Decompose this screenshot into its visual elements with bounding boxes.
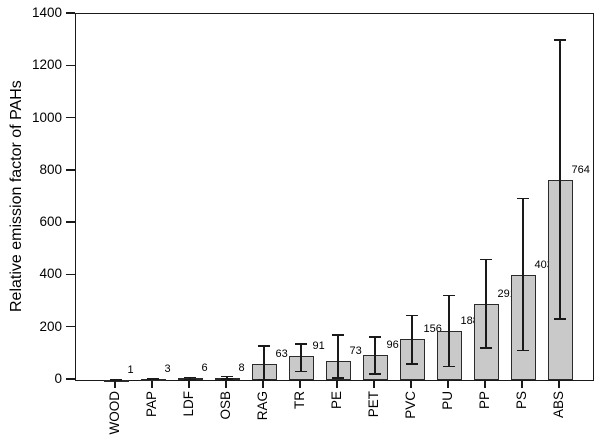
error-bar bbox=[559, 40, 561, 319]
y-tick bbox=[66, 169, 75, 171]
error-bar-cap bbox=[258, 345, 270, 347]
error-bar bbox=[337, 334, 339, 378]
x-tick-label-tr: TR bbox=[292, 391, 307, 409]
error-bar bbox=[189, 377, 191, 380]
x-tick-label-osb: OSB bbox=[218, 391, 233, 420]
error-bar-cap bbox=[332, 334, 344, 336]
y-tick-label: 1200 bbox=[31, 57, 62, 73]
error-bar-cap bbox=[295, 343, 307, 345]
x-tick bbox=[484, 380, 486, 388]
error-bar-cap bbox=[517, 349, 529, 352]
error-bar-cap bbox=[258, 379, 270, 381]
x-tick-label-wood: WOOD bbox=[107, 391, 122, 435]
bar-value-label: 6 bbox=[201, 362, 208, 375]
error-bar-cap bbox=[110, 379, 122, 381]
error-bar-cap bbox=[221, 375, 233, 378]
y-tick bbox=[66, 221, 75, 223]
error-bar bbox=[300, 344, 302, 372]
error-bar-cap bbox=[332, 377, 344, 379]
bar-value-label: 63 bbox=[275, 347, 288, 360]
x-tick bbox=[114, 380, 116, 388]
y-tick-label: 1000 bbox=[31, 109, 62, 125]
bar-abs bbox=[547, 180, 573, 380]
error-bar-cap bbox=[184, 378, 196, 381]
x-tick bbox=[373, 380, 375, 388]
error-bar-cap bbox=[517, 197, 529, 200]
error-bar-cap bbox=[443, 294, 455, 297]
error-bar bbox=[374, 336, 376, 375]
x-tick-label-pap: PAP bbox=[144, 391, 159, 418]
error-bar bbox=[263, 346, 265, 380]
bar-value-label: 8 bbox=[238, 361, 245, 374]
y-tick bbox=[66, 325, 75, 328]
error-bar-cap bbox=[369, 336, 381, 338]
x-tick-label-rag: RAG bbox=[255, 391, 270, 421]
error-bar-cap bbox=[480, 347, 492, 349]
x-tick bbox=[410, 380, 412, 388]
y-tick bbox=[66, 64, 75, 67]
error-bar-cap bbox=[406, 314, 418, 317]
x-tick bbox=[447, 380, 449, 388]
y-tick-label: 600 bbox=[39, 214, 62, 230]
error-bar-cap bbox=[184, 376, 196, 379]
error-bar-cap bbox=[406, 363, 418, 365]
y-tick-label: 400 bbox=[39, 266, 62, 282]
x-tick-label-pu: PU bbox=[440, 391, 455, 410]
x-tick bbox=[225, 380, 227, 388]
error-bar-cap bbox=[554, 318, 566, 320]
x-tick-label-ldf: LDF bbox=[181, 391, 196, 417]
x-tick-label-pvc: PVC bbox=[403, 391, 418, 419]
plot-area: 1 3 6 8 63 91 73 96 156 188 291 403 764 bbox=[75, 13, 594, 382]
x-tick-label-ps: PS bbox=[514, 391, 529, 410]
bar-value-label: 96 bbox=[386, 338, 399, 351]
x-tick bbox=[151, 380, 153, 388]
y-tick-label: 0 bbox=[54, 371, 62, 386]
error-bar-cap bbox=[147, 377, 159, 380]
x-tick bbox=[299, 380, 301, 388]
error-bar bbox=[485, 259, 487, 348]
y-tick-label: 1400 bbox=[31, 5, 62, 20]
error-bar-cap bbox=[295, 370, 307, 373]
x-tick-label-abs: ABS bbox=[551, 391, 566, 419]
y-tick bbox=[66, 273, 75, 276]
y-tick bbox=[66, 12, 75, 14]
bar-value-label: 91 bbox=[312, 340, 325, 353]
bar-value-label: 1 bbox=[127, 363, 134, 376]
x-tick bbox=[262, 380, 264, 388]
x-tick-label-pet: PET bbox=[366, 391, 381, 418]
x-tick bbox=[558, 380, 560, 388]
error-bar bbox=[411, 315, 413, 364]
x-tick bbox=[336, 380, 338, 388]
error-bar bbox=[522, 198, 524, 351]
x-tick bbox=[521, 380, 523, 388]
error-bar-cap bbox=[369, 373, 381, 375]
y-tick bbox=[66, 378, 75, 380]
error-bar-cap bbox=[147, 378, 159, 381]
error-bar bbox=[226, 376, 228, 380]
bar-value-label: 73 bbox=[349, 344, 362, 357]
error-bar-cap bbox=[554, 39, 566, 41]
x-tick-label-pp: PP bbox=[477, 391, 492, 410]
x-tick bbox=[188, 380, 190, 388]
error-bar-cap bbox=[480, 258, 492, 261]
y-tick-label: 200 bbox=[39, 318, 62, 334]
y-tick bbox=[66, 116, 75, 119]
error-bar bbox=[448, 295, 450, 367]
x-tick-label-pe: PE bbox=[329, 391, 344, 410]
error-bar-cap bbox=[443, 365, 455, 368]
bar-value-label: 764 bbox=[571, 164, 590, 177]
error-bar-cap bbox=[221, 378, 233, 380]
bar-value-label: 3 bbox=[164, 363, 171, 376]
y-tick-label: 800 bbox=[39, 161, 62, 177]
